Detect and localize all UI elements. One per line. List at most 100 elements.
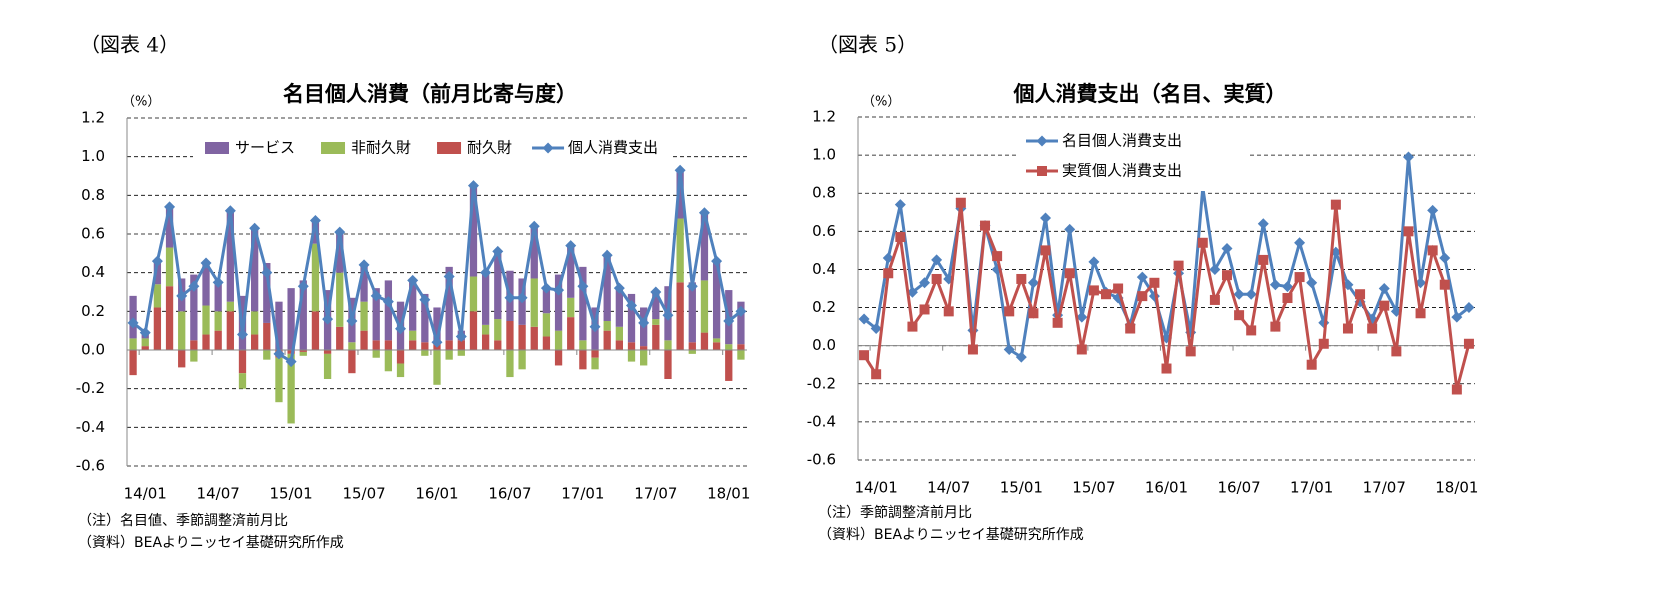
bar: [396, 350, 405, 364]
bar: [226, 210, 234, 302]
marker: [1234, 310, 1245, 321]
bar: [275, 357, 283, 403]
marker: [1088, 256, 1100, 268]
marker: [188, 280, 200, 292]
bar: [579, 266, 587, 341]
bar: [700, 280, 709, 333]
marker: [1003, 343, 1015, 355]
marker: [931, 254, 943, 266]
bar: [676, 218, 684, 283]
bar: [640, 350, 648, 366]
bar: [129, 350, 137, 376]
bar: [384, 350, 393, 372]
bar: [494, 319, 502, 341]
marker: [1233, 288, 1245, 300]
bar: [652, 324, 660, 350]
marker: [1378, 283, 1390, 294]
marker: [1113, 283, 1124, 294]
bar: [652, 292, 660, 320]
legend-swatch: [437, 142, 462, 154]
marker: [261, 267, 273, 279]
marker: [1258, 254, 1269, 265]
bar: [603, 330, 611, 350]
bar: [287, 288, 295, 350]
bar: [129, 295, 137, 339]
bar: [652, 319, 660, 325]
x-tick-label: 14/07: [927, 479, 970, 497]
bar: [153, 307, 162, 350]
bar: [202, 263, 210, 306]
bar: [299, 350, 307, 352]
legend-label: 耐久財: [467, 139, 512, 157]
bar: [372, 340, 380, 350]
bar: [287, 350, 295, 354]
bar: [664, 340, 672, 350]
legend-swatch: [205, 142, 229, 154]
note: （注）季節調整済前月比: [818, 504, 972, 521]
marker: [1040, 245, 1051, 256]
marker: [1463, 302, 1475, 314]
x-tick-label: 18/01: [707, 485, 750, 503]
marker: [686, 280, 698, 292]
marker: [504, 292, 516, 304]
bar: [554, 350, 563, 366]
bar: [421, 293, 429, 343]
bar: [421, 342, 429, 350]
marker: [1270, 321, 1281, 332]
marker: [943, 306, 954, 317]
marker: [1076, 311, 1088, 323]
y-tick-label: 0.6: [81, 225, 105, 243]
bar: [737, 344, 745, 350]
bar: [409, 330, 417, 341]
bar: [275, 301, 283, 350]
marker: [907, 321, 918, 332]
bar: [433, 350, 441, 385]
marker: [980, 220, 991, 231]
bar: [712, 342, 721, 350]
marker: [309, 214, 321, 226]
marker: [870, 323, 882, 335]
bar: [627, 350, 636, 362]
marker: [553, 284, 565, 296]
marker: [334, 226, 346, 238]
marker: [419, 294, 431, 306]
bar: [457, 350, 465, 356]
bar: [615, 340, 623, 350]
bar: [725, 350, 733, 381]
marker: [358, 259, 370, 271]
bar: [384, 280, 393, 341]
marker: [1427, 204, 1439, 216]
marker: [224, 205, 236, 217]
marker: [589, 321, 601, 333]
marker: [176, 290, 188, 302]
bar: [712, 338, 721, 343]
bar: [567, 317, 575, 350]
marker: [565, 240, 577, 252]
bar: [542, 336, 551, 350]
marker: [1463, 338, 1474, 349]
y-tick-label: -0.2: [807, 374, 836, 392]
bar: [579, 340, 587, 350]
marker: [467, 180, 479, 192]
bar: [384, 340, 393, 350]
bar: [129, 338, 137, 350]
marker: [1040, 212, 1052, 224]
marker: [139, 327, 151, 339]
bar: [688, 342, 696, 350]
marker: [1415, 308, 1426, 319]
marker: [638, 317, 650, 329]
bar: [554, 274, 563, 331]
bar: [433, 307, 441, 343]
bar: [153, 261, 162, 285]
bar: [737, 301, 745, 345]
bar: [165, 206, 174, 248]
marker: [955, 197, 966, 208]
x-tick-label: 16/07: [488, 485, 531, 503]
bar: [299, 351, 307, 356]
bar: [542, 313, 551, 337]
legend-box: [193, 134, 673, 164]
chart-title: 個人消費支出（名目、実質）: [1013, 82, 1287, 106]
x-tick-label: 17/07: [634, 485, 677, 503]
x-tick-label: 15/07: [342, 485, 385, 503]
marker: [1101, 289, 1112, 300]
